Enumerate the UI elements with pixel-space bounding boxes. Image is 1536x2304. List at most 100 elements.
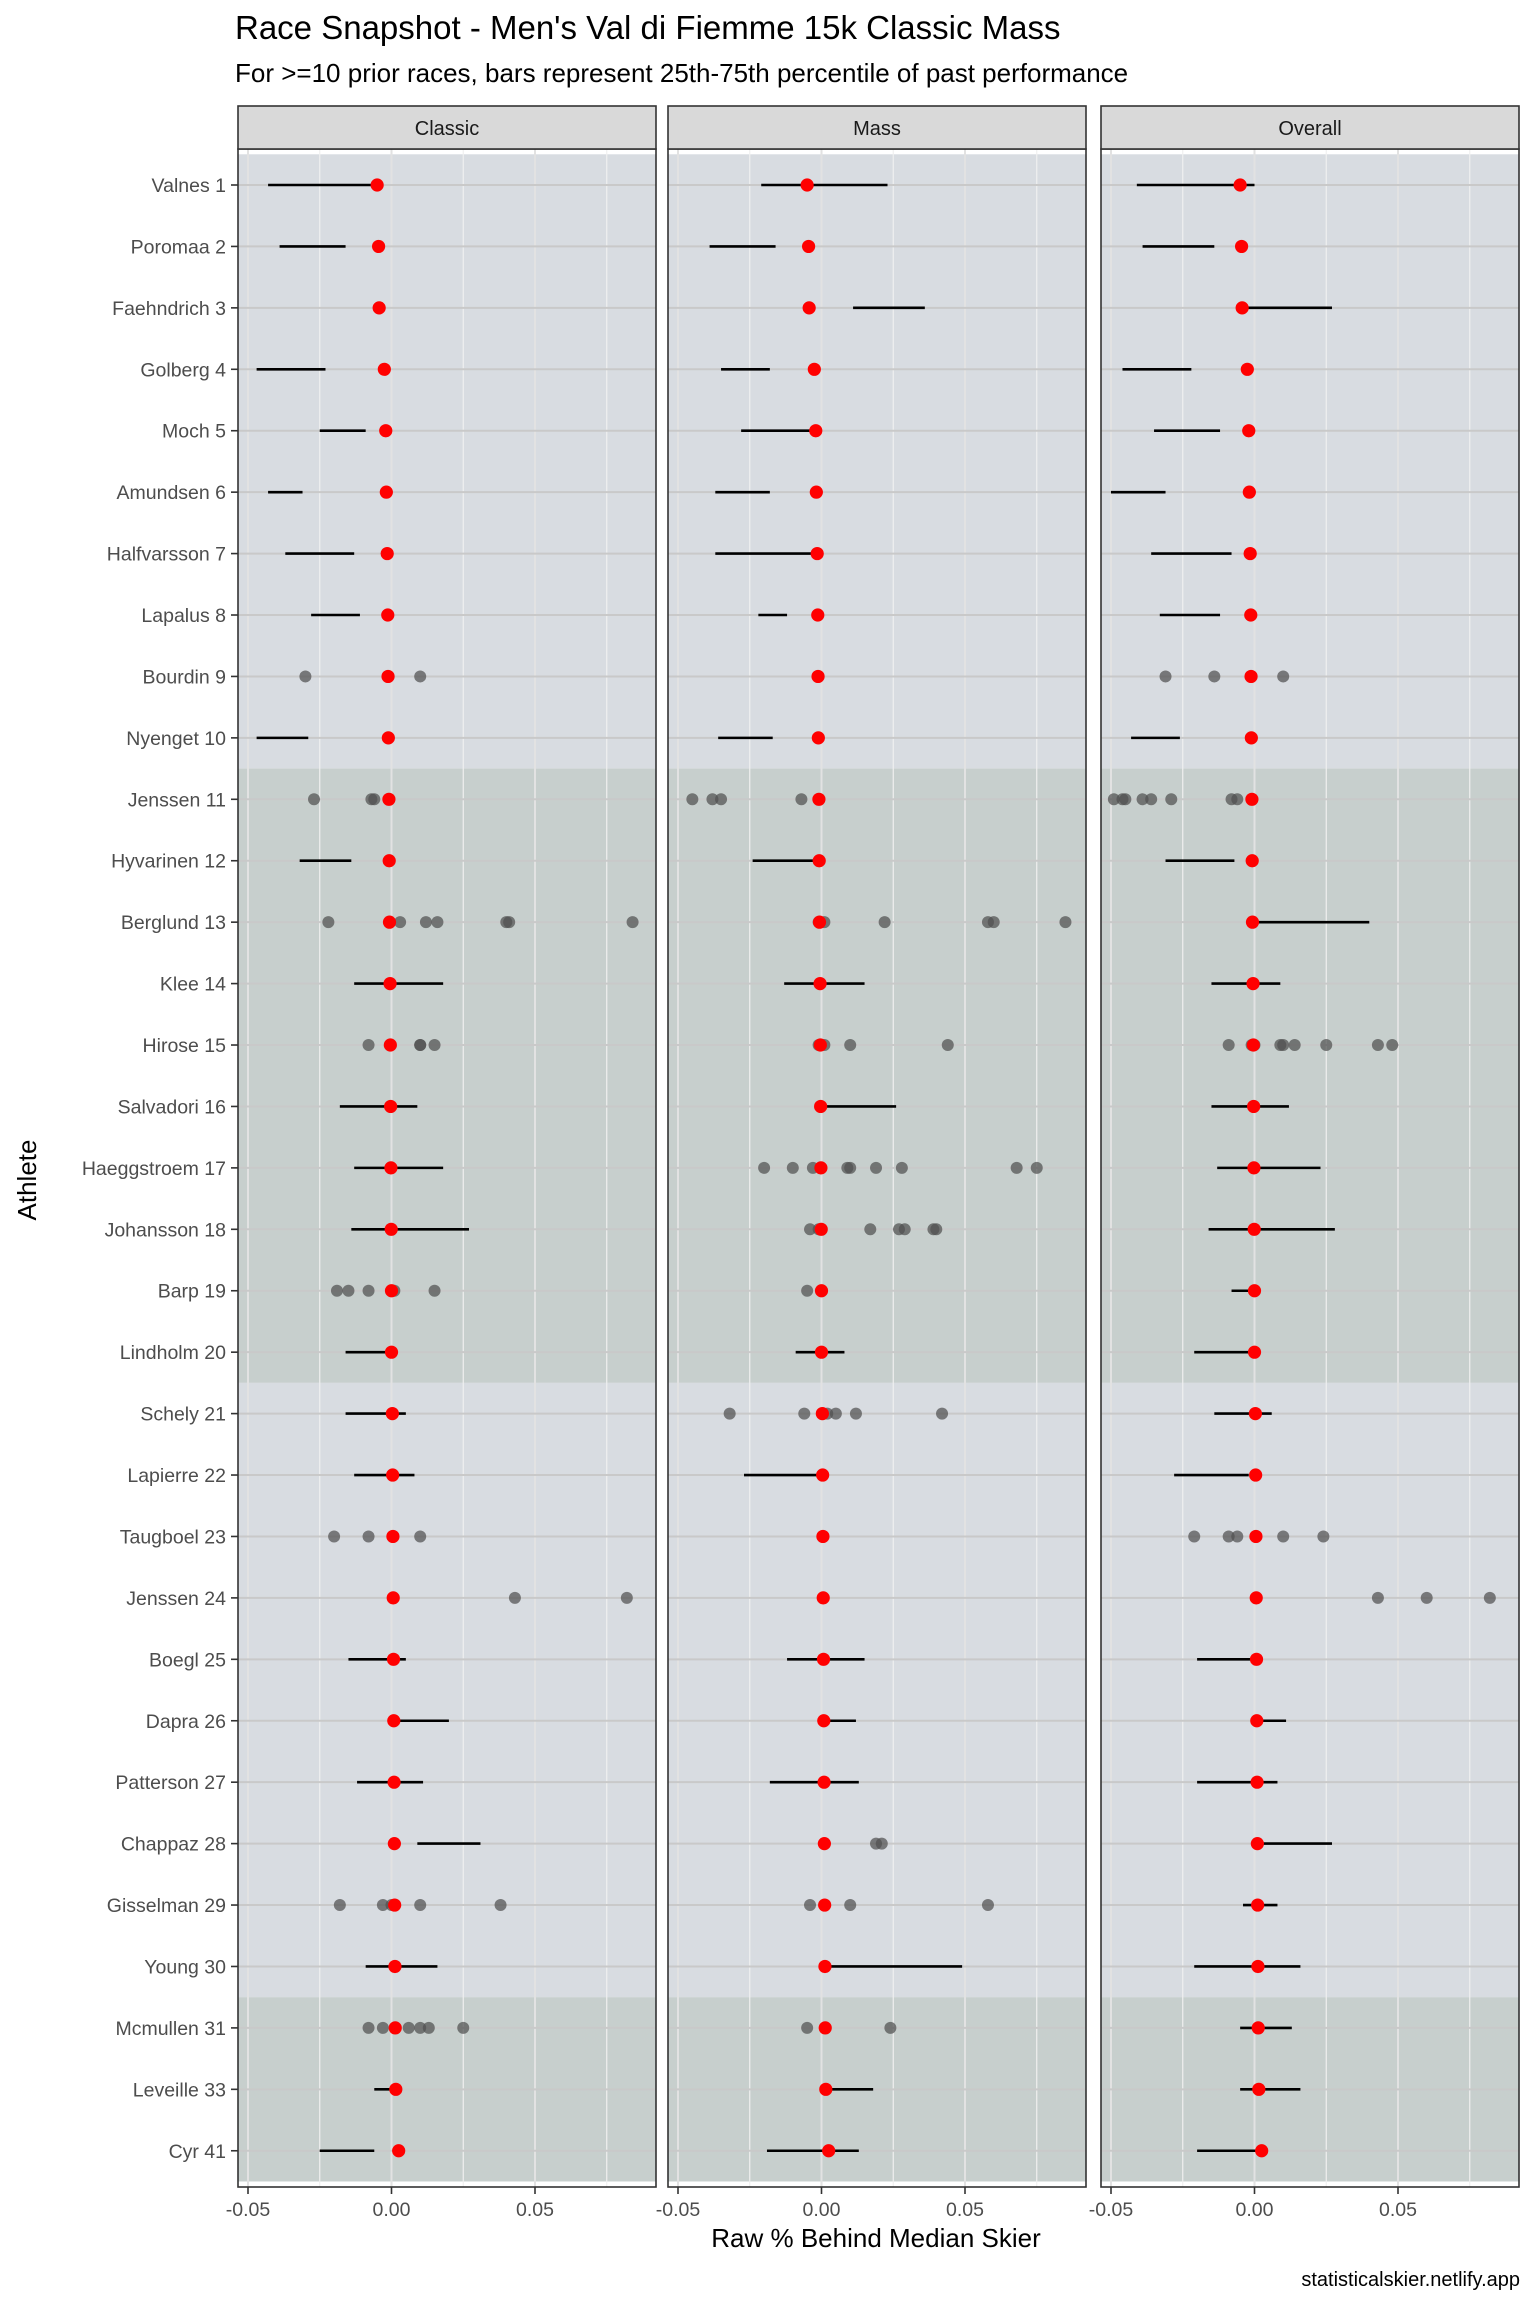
current-race-point bbox=[816, 1529, 830, 1544]
athlete-label: Gisselman 29 bbox=[107, 1895, 226, 1917]
current-race-point bbox=[382, 915, 397, 929]
past-race-point bbox=[786, 1161, 799, 1174]
current-race-point bbox=[816, 1591, 830, 1605]
athlete-label: Chappaz 28 bbox=[121, 1834, 226, 1856]
athlete-label: Taugboel 23 bbox=[120, 1526, 226, 1548]
past-race-point bbox=[1371, 1591, 1384, 1604]
past-race-point bbox=[419, 916, 432, 929]
current-race-point bbox=[811, 669, 825, 684]
current-race-point bbox=[813, 976, 827, 991]
athlete-label: Jenssen 11 bbox=[128, 789, 226, 811]
current-race-point bbox=[377, 362, 391, 376]
current-race-point bbox=[1251, 1898, 1265, 1912]
past-race-point bbox=[431, 916, 444, 929]
current-race-point bbox=[802, 301, 816, 315]
current-race-point bbox=[809, 485, 823, 499]
athlete-label: Moch 5 bbox=[162, 421, 226, 443]
band-dark bbox=[238, 768, 656, 1383]
current-race-point bbox=[1245, 915, 1260, 929]
current-race-point bbox=[380, 546, 394, 561]
past-race-point bbox=[626, 916, 639, 929]
athlete-label: Cyr 41 bbox=[169, 2141, 226, 2163]
panel-mass: Mass bbox=[667, 105, 1087, 2188]
past-race-point bbox=[844, 1161, 857, 1174]
current-race-point bbox=[384, 1099, 398, 1114]
past-race-point bbox=[1222, 1039, 1235, 1052]
facet-strip bbox=[237, 105, 657, 150]
current-race-point bbox=[812, 915, 827, 929]
current-race-point bbox=[1247, 1161, 1261, 1175]
band-dark bbox=[1101, 768, 1519, 1383]
past-race-point bbox=[844, 1039, 857, 1052]
past-race-point bbox=[715, 793, 728, 806]
current-race-point bbox=[384, 1161, 398, 1175]
past-race-point bbox=[1371, 1039, 1384, 1052]
past-race-point bbox=[1231, 1530, 1244, 1543]
past-race-point bbox=[829, 1407, 842, 1420]
athlete-label: Patterson 27 bbox=[115, 1772, 226, 1794]
current-race-point bbox=[818, 2021, 832, 2035]
past-race-point bbox=[758, 1161, 771, 1174]
current-race-point bbox=[386, 1591, 400, 1605]
past-race-point bbox=[457, 2021, 470, 2034]
current-race-point bbox=[372, 301, 386, 315]
past-race-point bbox=[428, 1284, 441, 1297]
x-tick-label: 0.00 bbox=[373, 2199, 411, 2221]
athlete-label: Haeggstroem 17 bbox=[82, 1158, 226, 1180]
band-light bbox=[668, 154, 1086, 769]
past-race-point bbox=[1119, 793, 1132, 806]
athlete-label: Jenssen 24 bbox=[126, 1588, 226, 1610]
athlete-label: Poromaa 2 bbox=[131, 236, 226, 258]
athlete-label: Nyenget 10 bbox=[126, 728, 226, 750]
x-axis-title: Raw % Behind Median Skier bbox=[711, 2223, 1041, 2253]
current-race-point bbox=[1251, 2021, 1265, 2035]
past-race-point bbox=[864, 1223, 877, 1236]
past-race-point bbox=[1010, 1161, 1023, 1174]
band-light bbox=[668, 1382, 1086, 1998]
current-race-point bbox=[384, 1284, 399, 1298]
band-light bbox=[1101, 154, 1519, 769]
past-race-point bbox=[795, 793, 808, 806]
athlete-label: Faehndrich 3 bbox=[112, 298, 226, 320]
past-race-point bbox=[1222, 1530, 1235, 1543]
current-race-point bbox=[822, 2144, 836, 2158]
past-race-point bbox=[870, 1161, 883, 1174]
current-race-point bbox=[1244, 669, 1258, 684]
past-race-point bbox=[844, 1899, 857, 1912]
facet-label: Mass bbox=[853, 118, 901, 140]
current-race-point bbox=[384, 1222, 398, 1236]
x-tick-label: 0.05 bbox=[1379, 2199, 1417, 2221]
past-race-point bbox=[898, 1223, 911, 1236]
current-race-point bbox=[379, 485, 393, 499]
current-race-point bbox=[816, 1468, 830, 1482]
past-race-point bbox=[1386, 1039, 1399, 1052]
past-race-point bbox=[362, 1039, 375, 1052]
current-race-point bbox=[1252, 2082, 1266, 2096]
current-race-point bbox=[386, 1652, 401, 1666]
past-race-point bbox=[1145, 793, 1158, 806]
current-race-point bbox=[810, 546, 824, 561]
current-race-point bbox=[812, 854, 826, 868]
past-race-point bbox=[804, 1899, 817, 1912]
current-race-point bbox=[814, 1161, 828, 1175]
past-race-point bbox=[376, 2021, 389, 2034]
current-race-point bbox=[814, 1284, 829, 1298]
x-tick-label: -0.05 bbox=[656, 2199, 701, 2221]
current-race-point bbox=[1244, 608, 1258, 622]
athlete-label: Golberg 4 bbox=[140, 359, 226, 381]
y-axis-title: Athlete bbox=[12, 1140, 42, 1221]
athlete-label: Schely 21 bbox=[140, 1404, 226, 1426]
facet-strip bbox=[1100, 105, 1520, 150]
current-race-point bbox=[1244, 731, 1258, 745]
past-race-point bbox=[1483, 1591, 1496, 1604]
past-race-point bbox=[503, 916, 516, 929]
past-race-point bbox=[1030, 1161, 1043, 1174]
past-race-point bbox=[308, 793, 321, 806]
athlete-label: Valnes 1 bbox=[152, 175, 226, 197]
current-race-point bbox=[1250, 1775, 1264, 1789]
chart-subtitle: For >=10 prior races, bars represent 25t… bbox=[235, 58, 1128, 88]
past-race-point bbox=[1136, 793, 1149, 806]
current-race-point bbox=[1247, 1099, 1261, 1114]
current-race-point bbox=[817, 1714, 831, 1728]
source-caption: statisticalskier.netlify.app bbox=[1301, 2269, 1520, 2291]
